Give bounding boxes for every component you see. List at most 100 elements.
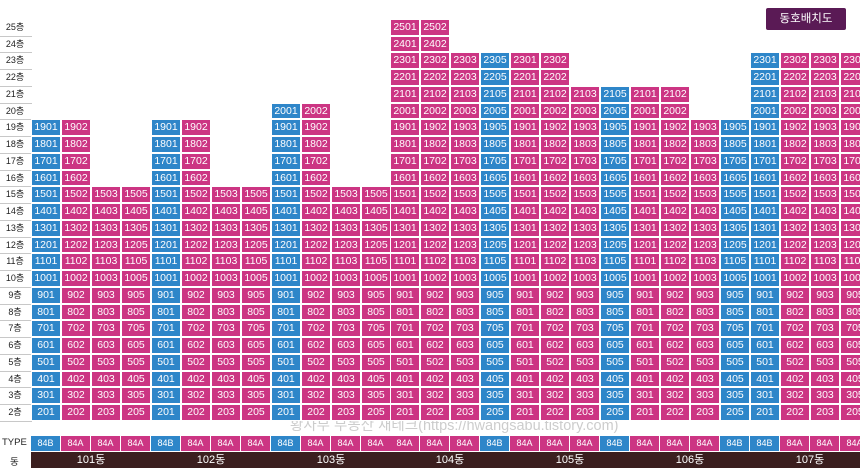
unit-type-cell: 84A <box>420 436 450 451</box>
unit-cell: 1801 <box>630 136 660 153</box>
unit-cell: 1201 <box>271 236 301 254</box>
unit-cell: 402 <box>301 370 331 388</box>
unit-cell: 1503 <box>331 186 361 203</box>
unit-cell: 1503 <box>211 186 241 203</box>
unit-cell: 1905 <box>720 119 750 136</box>
unit-cell: 1801 <box>151 136 181 153</box>
unit-cell: 502 <box>181 353 211 371</box>
unit-cell: 1401 <box>510 203 540 220</box>
unit-cell: 903 <box>91 286 121 304</box>
unit-cell: 603 <box>810 337 840 354</box>
unit-cell: 2101 <box>390 85 420 103</box>
unit-cell: 205 <box>361 404 391 421</box>
unit-cell: 1405 <box>480 203 510 220</box>
unit-cell: 802 <box>780 303 810 321</box>
unit-cell: 1102 <box>181 253 211 270</box>
unit-cell: 202 <box>660 404 690 421</box>
unit-cell: 205 <box>480 404 510 421</box>
unit-cell: 1101 <box>510 253 540 270</box>
unit-cell: 1602 <box>181 169 211 187</box>
unit-cell: 1801 <box>510 136 540 153</box>
unit-cell: 2202 <box>780 69 810 86</box>
unit-cell: 305 <box>241 387 271 404</box>
unit-cell: 1001 <box>151 270 181 287</box>
unit-type-cell: 84A <box>780 436 810 451</box>
unit-cell: 402 <box>660 370 690 388</box>
unit-cell: 1801 <box>31 136 61 153</box>
unit-cell: 902 <box>181 286 211 304</box>
unit-cell: 1501 <box>151 186 181 203</box>
unit-cell: 605 <box>720 337 750 354</box>
unit-cell: 705 <box>241 320 271 337</box>
unit-cell: 1303 <box>331 219 361 237</box>
unit-cell: 1901 <box>271 119 301 136</box>
unit-cell: 1702 <box>181 152 211 170</box>
unit-cell: 903 <box>331 286 361 304</box>
unit-cell: 201 <box>510 404 540 421</box>
unit-cell: 1902 <box>181 119 211 136</box>
unit-cell: 703 <box>570 320 600 337</box>
unit-cell: 1201 <box>750 236 780 254</box>
unit-cell: 1701 <box>151 152 181 170</box>
unit-cell: 1501 <box>630 186 660 203</box>
unit-cell: 1605 <box>600 169 630 187</box>
unit-cell: 1202 <box>780 236 810 254</box>
layout-badge: 동호배치도 <box>766 8 846 30</box>
unit-cell: 1705 <box>840 152 860 170</box>
unit-cell: 702 <box>660 320 690 337</box>
unit-cell: 503 <box>331 353 361 371</box>
floor-divider <box>0 119 32 121</box>
unit-cell: 1005 <box>480 270 510 287</box>
unit-cell: 1501 <box>750 186 780 203</box>
unit-cell: 1403 <box>570 203 600 220</box>
unit-cell: 1901 <box>390 119 420 136</box>
unit-cell: 1005 <box>840 270 860 287</box>
unit-cell: 805 <box>121 303 151 321</box>
watermark-text: 황사부 부동산 재테크(https://hwangsabu.tistory.co… <box>290 418 619 434</box>
unit-cell: 1803 <box>690 136 720 153</box>
unit-cell: 602 <box>420 337 450 354</box>
unit-cell: 303 <box>690 387 720 404</box>
unit-cell: 602 <box>181 337 211 354</box>
unit-cell: 1002 <box>61 270 91 287</box>
unit-cell: 403 <box>570 370 600 388</box>
unit-cell: 2102 <box>540 85 570 103</box>
unit-type-cell: 84A <box>540 436 570 451</box>
unit-cell: 2302 <box>420 52 450 69</box>
unit-cell: 1005 <box>121 270 151 287</box>
unit-cell: 1105 <box>840 253 860 270</box>
unit-type-cell: 84A <box>630 436 660 451</box>
unit-cell: 1601 <box>31 169 61 187</box>
unit-cell: 205 <box>241 404 271 421</box>
unit-cell: 1701 <box>750 152 780 170</box>
unit-cell: 1802 <box>301 136 331 153</box>
unit-cell: 2302 <box>780 52 810 69</box>
unit-cell: 1103 <box>810 253 840 270</box>
unit-cell: 1305 <box>241 219 271 237</box>
unit-cell: 503 <box>690 353 720 371</box>
unit-cell: 1002 <box>780 270 810 287</box>
unit-cell: 1903 <box>450 119 480 136</box>
unit-cell: 1503 <box>450 186 480 203</box>
unit-cell: 603 <box>450 337 480 354</box>
unit-cell: 901 <box>271 286 301 304</box>
unit-cell: 305 <box>720 387 750 404</box>
floor-divider <box>0 136 32 137</box>
unit-cell: 903 <box>211 286 241 304</box>
floor-label-6: 6층 <box>8 340 22 350</box>
unit-cell: 605 <box>840 337 860 354</box>
building-name-label: 105동 <box>510 452 630 468</box>
unit-cell: 805 <box>720 303 750 321</box>
unit-cell: 1703 <box>570 152 600 170</box>
unit-cell: 2203 <box>450 69 480 86</box>
unit-cell: 1705 <box>720 152 750 170</box>
unit-cell: 1203 <box>331 236 361 254</box>
unit-cell: 201 <box>151 404 181 421</box>
unit-cell: 402 <box>420 370 450 388</box>
unit-cell: 601 <box>750 337 780 354</box>
unit-cell: 1303 <box>211 219 241 237</box>
unit-cell: 1302 <box>61 219 91 237</box>
unit-cell: 1205 <box>121 236 151 254</box>
unit-cell: 1305 <box>840 219 860 237</box>
unit-cell: 1401 <box>390 203 420 220</box>
